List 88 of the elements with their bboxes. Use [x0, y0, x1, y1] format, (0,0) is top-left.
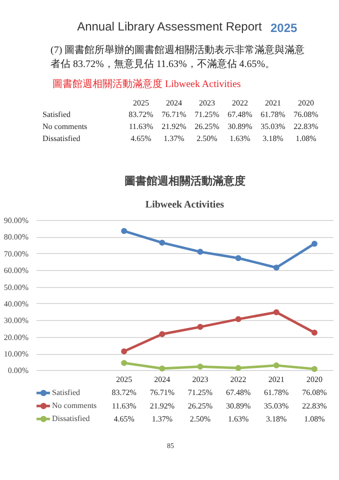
y-tick-label: 80.00%	[4, 232, 29, 242]
text: 1.08%	[304, 414, 325, 424]
point	[273, 362, 280, 368]
y-tick-label: 10.00%	[4, 350, 29, 359]
chart-subtitle: Libweek Activities	[145, 200, 224, 210]
data-label: 22.83%	[294, 122, 319, 131]
data-label: 67.48%	[228, 110, 253, 119]
data-label: 1.08%	[296, 134, 317, 143]
x-tick-label: 2022	[230, 375, 246, 384]
point	[273, 309, 280, 316]
text: 11.63%	[112, 401, 136, 410]
y-tick-label: 40.00%	[4, 299, 29, 308]
point	[159, 365, 166, 372]
data-label: 4.65%	[130, 134, 152, 143]
text: 26.25%	[188, 401, 213, 410]
point	[121, 348, 128, 354]
point	[197, 364, 204, 370]
point	[235, 255, 242, 262]
text: 2025	[133, 98, 149, 108]
point	[121, 360, 128, 366]
text: 2.50%	[190, 414, 211, 424]
y-tick-label: 30.00%	[4, 316, 29, 326]
point	[311, 240, 318, 247]
category-label: 2021	[265, 98, 281, 108]
y-tick-label: 20.00%	[4, 332, 29, 342]
legend-label: Dissatisfied	[52, 413, 90, 425]
text: 76.71%	[150, 388, 174, 397]
y-tick-label: 70.00%	[4, 249, 29, 258]
category-label: 2023	[199, 98, 215, 108]
text: 圖書館週相關活動滿意度 Libweek Activities	[52, 78, 241, 90]
data-label: 76.71%	[162, 110, 187, 119]
text: 21.92%	[150, 401, 174, 410]
category-label: 2025	[270, 21, 298, 35]
data-label: 2.50%	[196, 134, 218, 143]
text: 4.65%	[114, 414, 134, 424]
data-label: 21.92%	[162, 122, 187, 131]
category-label: 2020	[298, 98, 314, 108]
data-label: 1.37%	[164, 134, 185, 143]
data-label: 71.25%	[194, 110, 220, 119]
y-tick-label: 90.00%	[4, 216, 29, 226]
x-tick-label: 2024	[154, 375, 170, 384]
legend-label: No comments	[52, 400, 97, 412]
data-label: 61.78%	[260, 110, 286, 119]
text: 76.08%	[302, 388, 327, 397]
text: No comments	[42, 122, 88, 131]
point	[311, 366, 318, 372]
data-label: 35.03%	[260, 122, 286, 131]
x-tick-label: 2023	[192, 375, 208, 384]
point	[273, 264, 280, 271]
text: 83.72%	[112, 388, 136, 397]
point	[159, 240, 166, 246]
text: 67.48%	[226, 388, 251, 397]
point	[197, 324, 204, 330]
data-label: 11.63%	[128, 122, 154, 131]
y-tick-label: 50.00%	[4, 282, 29, 292]
text: 71.25%	[188, 388, 213, 397]
text: Dissatisfied	[42, 134, 80, 143]
category-label: 2024	[166, 98, 182, 108]
point	[121, 228, 128, 234]
y-tick-label: 60.00%	[4, 266, 29, 276]
text: 1.63%	[228, 414, 249, 424]
point	[235, 365, 242, 372]
x-tick-label: 2025	[116, 375, 132, 384]
text: (7) 圖書館所舉辦的圖書館週相關活動表示非常滿意與滿意者佔 83.72%，無意見佔 11.63%，不滿意佔 4.65%。	[50, 44, 305, 70]
legend-label: Satisfied	[52, 387, 80, 399]
point	[159, 331, 166, 338]
text: 30.89%	[226, 401, 251, 410]
chart-title: 圖書館週相關活動滿意度	[124, 174, 246, 188]
y-tick-label: 0.00%	[8, 366, 29, 376]
text: Annual Library Assessment Report	[77, 20, 263, 34]
text: 1.37%	[152, 414, 172, 424]
point	[235, 316, 242, 322]
x-tick-label: 2020	[306, 375, 322, 384]
data-label: 83.72%	[128, 110, 154, 119]
text: 22.83%	[302, 401, 327, 410]
category-label: 2022	[232, 98, 248, 108]
text: 61.78%	[264, 388, 289, 397]
point	[197, 248, 204, 255]
text: Satisfied	[42, 110, 70, 119]
data-label: 30.89%	[228, 122, 253, 131]
data-label: 3.18%	[262, 134, 284, 143]
point	[311, 330, 318, 336]
data-label: 26.25%	[194, 122, 220, 131]
data-label: 1.63%	[230, 134, 251, 143]
text: 35.03%	[264, 401, 289, 410]
data-label: 76.08%	[294, 110, 319, 119]
text: 3.18%	[266, 414, 287, 424]
x-tick-label: 2021	[268, 375, 284, 384]
